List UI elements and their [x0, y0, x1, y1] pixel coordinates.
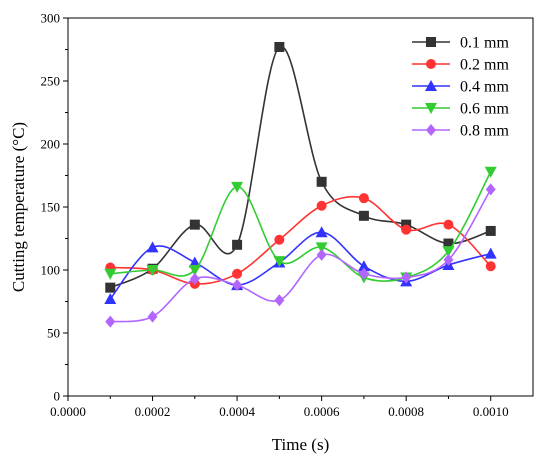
series-line: [110, 171, 492, 282]
data-point: [232, 239, 243, 250]
x-axis-title: Time (s): [272, 435, 329, 454]
data-point: [315, 226, 328, 238]
series-0.8-mm: [105, 183, 496, 328]
series-0.2-mm: [105, 193, 496, 289]
data-point: [316, 248, 327, 261]
data-point: [232, 279, 243, 292]
data-point: [357, 260, 370, 272]
legend-marker: [426, 59, 436, 69]
data-point: [316, 200, 327, 211]
data-point: [147, 310, 158, 323]
legend-label: 0.4 mm: [460, 79, 509, 96]
y-tick-label: 50: [47, 326, 60, 341]
legend-item: 0.2 mm: [412, 57, 509, 74]
series-line: [110, 188, 492, 323]
x-tick-label: 0.0000: [50, 404, 86, 419]
legend-label: 0.8 mm: [460, 123, 509, 140]
legend-label: 0.2 mm: [460, 57, 509, 74]
y-tick-label: 100: [41, 263, 61, 278]
legend-marker: [426, 124, 436, 136]
data-point: [401, 224, 412, 235]
legend-label: 0.1 mm: [460, 35, 509, 52]
data-point: [231, 181, 244, 193]
data-point: [401, 219, 412, 230]
data-point: [443, 238, 454, 249]
data-point: [189, 219, 200, 230]
data-point: [146, 241, 159, 253]
series-0.4-mm: [104, 226, 497, 304]
data-point: [442, 246, 455, 258]
x-tick-label: 0.0002: [135, 404, 171, 419]
data-point: [274, 41, 285, 52]
data-point: [315, 242, 328, 254]
series-0.1-mm: [105, 41, 496, 293]
data-point: [443, 253, 454, 266]
legend-marker: [425, 103, 437, 114]
legend: 0.1 mm 0.2 mm 0.4 mm 0.6 mm 0.8 mm: [412, 35, 509, 140]
legend-item: 0.4 mm: [412, 79, 509, 96]
plot-frame: [67, 17, 534, 397]
data-point: [274, 294, 285, 307]
legend-item: 0.8 mm: [412, 123, 509, 140]
data-point: [274, 234, 285, 245]
data-point: [484, 247, 497, 259]
data-point: [104, 292, 117, 304]
data-point: [105, 282, 116, 293]
data-point: [232, 268, 243, 279]
y-axis-title: Cutting temperature (°C): [9, 122, 28, 292]
y-tick-label: 150: [41, 200, 61, 215]
axes-layer: 0.0000 0.0002 0.0004 0.0006 0.0008 0.0010 0 50 1…: [41, 11, 534, 419]
data-point: [146, 265, 159, 276]
data-point: [443, 219, 454, 230]
x-tick-label: 0.0004: [219, 404, 255, 419]
y-tick-label: 300: [41, 11, 61, 26]
data-point: [273, 256, 286, 268]
data-point: [188, 256, 201, 268]
series-line: [109, 45, 491, 289]
data-point: [485, 225, 496, 236]
data-point: [358, 210, 369, 221]
y-tick-label: 250: [41, 74, 61, 89]
data-point: [485, 261, 496, 272]
data-point: [189, 272, 200, 285]
series-line: [109, 231, 491, 300]
series-line: [110, 195, 492, 285]
data-point: [401, 271, 412, 284]
data-point: [188, 265, 201, 276]
y-tick-label: 200: [41, 137, 61, 152]
legend-marker: [426, 37, 436, 47]
x-tick-label: 0.0010: [473, 404, 509, 419]
legend-label: 0.6 mm: [460, 101, 509, 118]
legend-marker: [425, 80, 437, 91]
x-tick-label: 0.0006: [304, 404, 340, 419]
x-tick-label: 0.0008: [388, 404, 424, 419]
data-point: [358, 267, 369, 280]
legend-item: 0.1 mm: [412, 35, 509, 52]
data-point: [105, 315, 116, 328]
data-point: [484, 166, 497, 178]
data-point: [358, 193, 369, 204]
data-point: [104, 268, 117, 280]
legend-item: 0.6 mm: [412, 101, 509, 118]
series-layer: [104, 41, 497, 328]
data-point: [316, 176, 327, 187]
data-point: [485, 183, 496, 196]
y-tick-label: 0: [54, 389, 61, 404]
series-0.6-mm: [104, 166, 497, 284]
